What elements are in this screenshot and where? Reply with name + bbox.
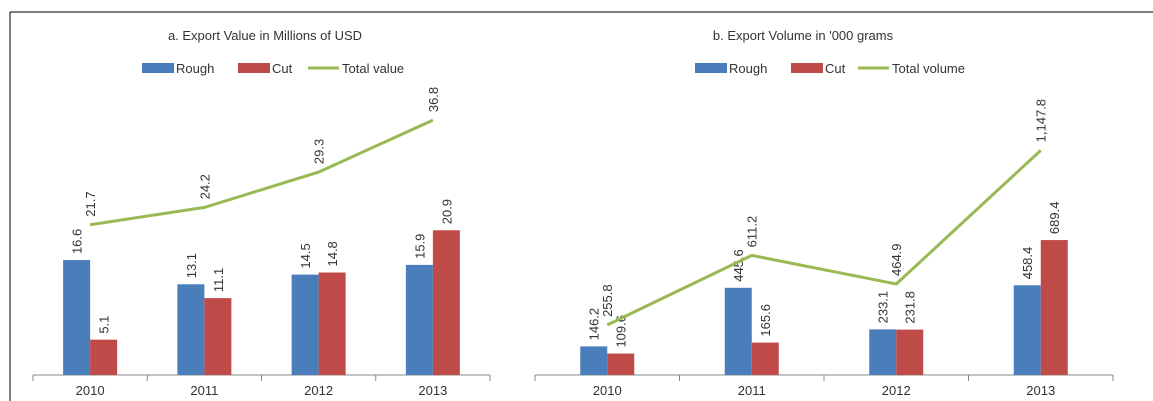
bar-value-label: 231.8 bbox=[903, 291, 918, 324]
bar-value-label: 445.6 bbox=[731, 249, 746, 282]
bar-value-label: 165.6 bbox=[758, 304, 773, 337]
bar bbox=[405, 264, 433, 375]
bar-value-label: 20.9 bbox=[439, 199, 454, 224]
bar-value-label: 14.5 bbox=[298, 243, 313, 268]
x-tick-label: 2012 bbox=[882, 383, 911, 398]
bar bbox=[204, 298, 232, 375]
x-tick-label: 2011 bbox=[190, 383, 218, 398]
x-tick-label: 2011 bbox=[738, 383, 766, 398]
bar bbox=[751, 342, 779, 375]
line-value-label: 24.2 bbox=[197, 174, 212, 199]
line-value-label: 611.2 bbox=[745, 216, 760, 248]
legend-swatch bbox=[695, 63, 727, 73]
bar bbox=[580, 346, 608, 375]
line-value-label: 29.3 bbox=[312, 139, 327, 164]
bar-value-label: 689.4 bbox=[1047, 202, 1062, 235]
legend-swatch bbox=[238, 63, 270, 73]
bar bbox=[63, 260, 91, 375]
x-tick-label: 2012 bbox=[304, 383, 333, 398]
bar-value-label: 458.4 bbox=[1020, 247, 1035, 280]
bar-value-label: 233.1 bbox=[876, 291, 891, 324]
bar bbox=[1013, 285, 1041, 375]
bar-value-label: 5.1 bbox=[97, 316, 112, 334]
bar-value-label: 14.8 bbox=[325, 241, 340, 266]
legend-swatch bbox=[142, 63, 174, 73]
bar bbox=[869, 329, 897, 375]
legend-label: Cut bbox=[825, 61, 846, 76]
bar bbox=[1040, 240, 1068, 375]
bar-value-label: 109.6 bbox=[614, 315, 629, 348]
legend-label: Rough bbox=[176, 61, 214, 76]
legend-label: Total volume bbox=[892, 61, 965, 76]
bar bbox=[177, 284, 205, 375]
line-value-label: 36.8 bbox=[426, 87, 441, 112]
bar-value-label: 11.1 bbox=[211, 268, 226, 292]
line-value-label: 21.7 bbox=[83, 191, 98, 216]
bar-value-label: 16.6 bbox=[70, 229, 85, 254]
bar-value-label: 13.1 bbox=[184, 253, 199, 278]
bar-value-label: 15.9 bbox=[412, 234, 427, 259]
bar bbox=[724, 287, 752, 375]
chart-title: b. Export Volume in '000 grams bbox=[713, 28, 894, 43]
bar-value-label: 146.2 bbox=[587, 308, 602, 341]
bar bbox=[291, 274, 319, 375]
x-tick-label: 2013 bbox=[1026, 383, 1055, 398]
bar bbox=[318, 272, 346, 375]
line-value-label: 255.8 bbox=[600, 284, 615, 317]
legend-label: Total value bbox=[342, 61, 404, 76]
chart-title: a. Export Value in Millions of USD bbox=[168, 28, 362, 43]
line-value-label: 1,147.8 bbox=[1034, 99, 1049, 142]
total-line bbox=[606, 149, 1042, 327]
bar bbox=[607, 353, 635, 375]
legend-label: Rough bbox=[729, 61, 767, 76]
x-tick-label: 2010 bbox=[593, 383, 622, 398]
x-tick-label: 2013 bbox=[418, 383, 447, 398]
legend-label: Cut bbox=[272, 61, 293, 76]
legend-swatch bbox=[791, 63, 823, 73]
line-value-label: 464.9 bbox=[889, 243, 904, 276]
bar bbox=[896, 329, 924, 375]
bar bbox=[432, 230, 460, 375]
total-line bbox=[89, 118, 434, 227]
bar bbox=[90, 339, 118, 375]
x-tick-label: 2010 bbox=[76, 383, 105, 398]
